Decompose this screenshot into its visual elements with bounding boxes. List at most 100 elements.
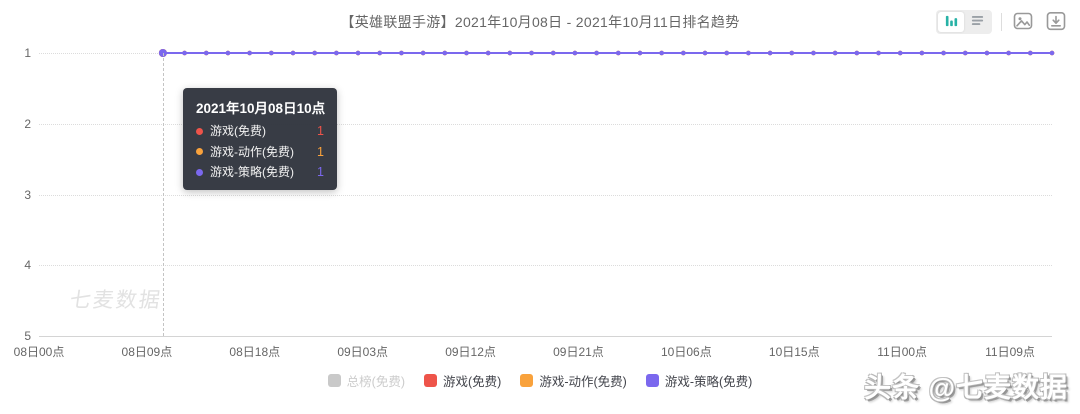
bar-chart-icon bbox=[944, 13, 959, 31]
data-point-marker bbox=[854, 50, 860, 56]
legend-label: 游戏-策略(免费) bbox=[664, 375, 753, 389]
data-point-marker bbox=[485, 50, 491, 56]
y-tick-label: 5 bbox=[24, 329, 31, 343]
download-button[interactable] bbox=[1044, 10, 1068, 34]
data-point-marker bbox=[941, 50, 946, 56]
tooltip-series-value: 1 bbox=[317, 165, 324, 179]
data-point-marker bbox=[832, 50, 838, 56]
data-point-marker bbox=[182, 50, 187, 56]
chart-title: 【英雄联盟手游】2021年10月08日 - 2021年10月11日排名趋势 bbox=[340, 14, 740, 30]
tooltip-series-label: 游戏(免费) bbox=[210, 124, 266, 139]
data-point-marker bbox=[572, 50, 578, 56]
tooltip-series-label: 游戏-策略(免费) bbox=[210, 165, 294, 180]
tooltip-row: 游戏(免费) 1 bbox=[196, 125, 324, 138]
tooltip-title: 2021年10月08日10点 bbox=[196, 101, 326, 116]
tooltip-series-value: 1 bbox=[317, 144, 324, 159]
view-toggle bbox=[936, 10, 992, 34]
legend-swatch-icon bbox=[327, 374, 341, 387]
data-point-marker bbox=[724, 50, 730, 56]
gridline bbox=[39, 336, 1052, 337]
legend-item-youxi[interactable]: 游戏(免费) bbox=[424, 371, 501, 390]
data-point-marker bbox=[550, 50, 556, 56]
data-point-marker bbox=[746, 50, 751, 56]
x-tick-label: 11日09点 bbox=[985, 345, 1035, 359]
data-point-marker bbox=[897, 50, 903, 56]
download-icon bbox=[1045, 10, 1067, 35]
axis-pointer-line bbox=[162, 53, 164, 336]
x-tick-label: 10日06点 bbox=[661, 345, 712, 359]
footer-watermark: 头条 @七麦数据 bbox=[864, 373, 1068, 403]
data-point-marker bbox=[312, 50, 317, 56]
toolbar-divider bbox=[1001, 13, 1002, 31]
data-point-marker bbox=[399, 50, 404, 56]
legend-swatch-icon bbox=[424, 374, 437, 387]
tooltip-row: 游戏-动作(免费) 1 bbox=[196, 144, 324, 159]
chart-toolbar bbox=[936, 10, 1068, 34]
data-point-marker bbox=[290, 50, 296, 56]
y-tick-label: 3 bbox=[24, 187, 31, 202]
data-point-marker bbox=[702, 50, 708, 56]
gridline bbox=[39, 123, 1052, 125]
data-point-marker bbox=[529, 50, 534, 56]
y-tick-label: 2 bbox=[24, 116, 31, 131]
legend-label: 游戏-动作(免费) bbox=[539, 375, 627, 389]
data-point-marker bbox=[247, 50, 252, 56]
chart-watermark: 七麦数据 bbox=[68, 289, 164, 312]
data-point-marker bbox=[681, 50, 686, 56]
series-dot-icon bbox=[196, 148, 203, 156]
data-point-marker bbox=[203, 50, 209, 56]
data-point-marker bbox=[919, 50, 925, 56]
x-tick-label: 08日00点 bbox=[13, 345, 65, 359]
chart-view-button[interactable] bbox=[938, 12, 964, 32]
series-dot-icon bbox=[196, 168, 203, 176]
legend-item-dongzuo[interactable]: 游戏-动作(免费) bbox=[520, 371, 627, 390]
data-point-marker bbox=[377, 50, 383, 56]
export-image-icon bbox=[1012, 10, 1034, 35]
data-point-marker bbox=[269, 50, 274, 56]
data-point-marker bbox=[615, 50, 621, 56]
legend-label: 游戏(免费) bbox=[443, 375, 502, 389]
data-point-marker bbox=[811, 50, 816, 56]
x-tick-label: 08日18点 bbox=[229, 345, 281, 359]
series-dot-icon bbox=[196, 127, 203, 135]
data-point-marker bbox=[594, 50, 599, 56]
tooltip-series-label: 游戏-动作(免费) bbox=[210, 144, 294, 159]
data-point-marker bbox=[355, 50, 361, 56]
x-tick-label: 11日00点 bbox=[877, 345, 928, 359]
y-tick-label: 1 bbox=[24, 46, 31, 60]
list-view-button[interactable] bbox=[964, 12, 990, 32]
data-point-marker bbox=[420, 50, 426, 56]
data-point-marker bbox=[876, 50, 881, 56]
data-point-marker bbox=[507, 50, 513, 56]
tooltip-row: 游戏-策略(免费) 1 bbox=[196, 166, 324, 179]
list-view-icon bbox=[970, 13, 985, 31]
x-tick-label: 09日12点 bbox=[445, 345, 496, 359]
x-tick-label: 08日09点 bbox=[121, 345, 173, 359]
legend-label: 总榜(免费) bbox=[346, 375, 405, 389]
y-tick-label: 4 bbox=[24, 258, 31, 273]
tooltip: 2021年10月08日10点 游戏(免费) 1 游戏-动作(免费) 1 游戏-策… bbox=[183, 88, 337, 190]
data-point-marker bbox=[225, 50, 231, 56]
legend-item-zongbang[interactable]: 总榜(免费) bbox=[327, 371, 405, 390]
tooltip-series-value: 1 bbox=[317, 124, 324, 138]
data-point-marker bbox=[1006, 50, 1011, 56]
legend-item-celue[interactable]: 游戏-策略(免费) bbox=[645, 371, 753, 390]
x-tick-label: 09日03点 bbox=[337, 345, 389, 359]
gridline bbox=[39, 194, 1052, 196]
data-point-marker bbox=[767, 50, 773, 56]
x-tick-label: 10日15点 bbox=[768, 345, 820, 359]
legend: 总榜(免费) 游戏(免费) 游戏-动作(免费) 游戏-策略(免费) bbox=[0, 371, 1080, 390]
export-image-button[interactable] bbox=[1011, 10, 1035, 34]
data-point-marker bbox=[442, 50, 448, 56]
data-point-marker bbox=[1028, 50, 1033, 56]
x-tick-label: 09日21点 bbox=[553, 345, 604, 359]
legend-swatch-icon bbox=[645, 374, 659, 387]
data-point-marker bbox=[464, 50, 469, 56]
data-point-marker bbox=[984, 50, 990, 56]
legend-swatch-icon bbox=[520, 374, 534, 387]
data-point-marker bbox=[789, 50, 795, 56]
data-point-marker bbox=[1049, 50, 1055, 56]
data-point-marker bbox=[659, 50, 664, 56]
data-point-marker bbox=[637, 50, 643, 56]
